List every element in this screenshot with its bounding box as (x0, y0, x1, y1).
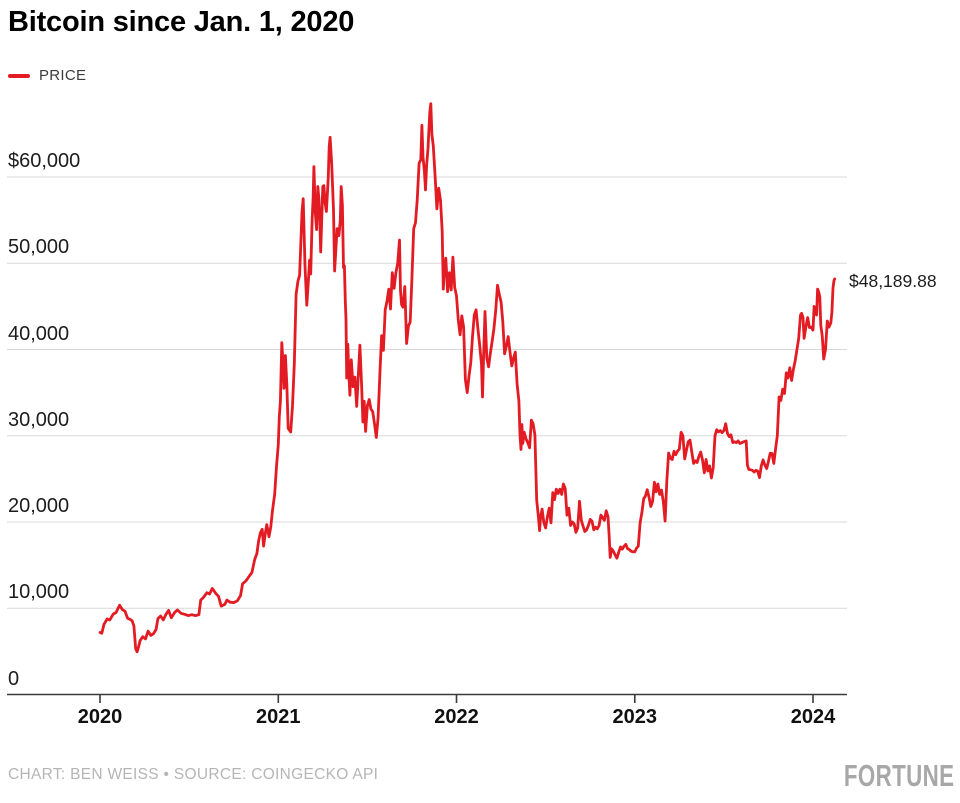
price-line (98, 102, 837, 654)
y-axis-label: 20,000 (8, 495, 70, 517)
last-price-annotation: $48,189.88 (849, 270, 937, 291)
legend-line-swatch (8, 73, 30, 78)
x-axis-label: 2023 (612, 706, 658, 728)
x-axis-label: 2022 (434, 706, 479, 728)
x-axis-label: 2024 (790, 706, 836, 728)
x-axis-label: 2020 (77, 706, 123, 728)
legend-label: PRICE (39, 67, 87, 84)
legend: PRICE (8, 67, 86, 84)
y-axis-label: 10,000 (8, 581, 70, 604)
chart-title: Bitcoin since Jan. 1, 2020 (8, 6, 355, 38)
footer-credit: CHART: BEN WEISS • SOURCE: COINGECKO API (8, 766, 379, 783)
y-axis-label: 30,000 (8, 408, 70, 431)
fortune-logo: FORTUNE (843, 758, 954, 793)
x-axis-label: 2021 (256, 706, 301, 728)
y-axis-label: 50,000 (8, 236, 70, 259)
y-axis-label: $60,000 (8, 150, 81, 172)
y-axis-label: 0 (8, 667, 20, 690)
y-axis-label: 40,000 (8, 322, 70, 345)
